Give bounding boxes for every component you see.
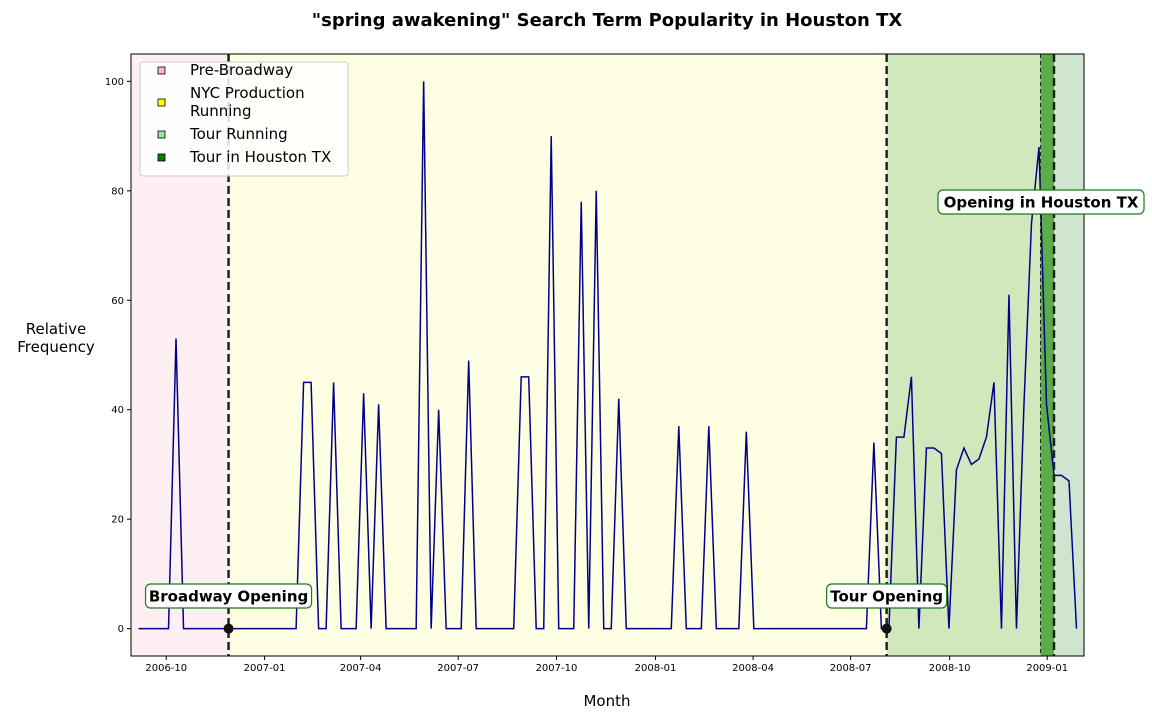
x-tick-label-2: 2007-04 bbox=[340, 663, 382, 674]
x-tick-label-4: 2007-10 bbox=[536, 663, 578, 674]
annotation-text-0: Broadway Opening bbox=[149, 588, 308, 606]
y-tick-label-1: 20 bbox=[111, 515, 124, 526]
y-tick-label-5: 100 bbox=[105, 77, 124, 88]
legend-label-0-0: Pre-Broadway bbox=[190, 61, 293, 79]
legend-label-1-1: Running bbox=[190, 102, 251, 120]
event-marker-1 bbox=[881, 623, 892, 634]
legend-label-1-0: NYC Production bbox=[190, 84, 305, 102]
x-tick-label-6: 2008-04 bbox=[732, 663, 774, 674]
annotation-text-1: Tour Opening bbox=[830, 588, 943, 606]
region-3 bbox=[1040, 54, 1054, 656]
annotation-2: Opening in Houston TX bbox=[937, 189, 1145, 215]
annotation-0: Broadway Opening bbox=[144, 583, 313, 609]
y-tick-label-4: 80 bbox=[111, 186, 124, 197]
y-tick-label-0: 0 bbox=[118, 624, 124, 635]
x-tick-label-3: 2007-07 bbox=[437, 663, 479, 674]
legend-swatch-1 bbox=[157, 98, 166, 107]
legend-label-2-0: Tour Running bbox=[189, 125, 288, 143]
legend-box bbox=[139, 61, 349, 177]
legend-swatch-3 bbox=[157, 153, 166, 162]
annotation-box-2 bbox=[937, 189, 1145, 215]
x-tick-label-5: 2008-01 bbox=[635, 663, 677, 674]
x-axis-label: Month bbox=[583, 692, 630, 710]
annotation-text-2: Opening in Houston TX bbox=[944, 194, 1139, 212]
annotation-box-1 bbox=[826, 583, 948, 609]
annotation-1: Tour Opening bbox=[826, 583, 948, 609]
y-tick-label-3: 60 bbox=[111, 296, 124, 307]
plot-frame bbox=[130, 53, 1085, 657]
region-tail bbox=[1053, 54, 1084, 656]
y-tick-label-2: 40 bbox=[111, 405, 124, 416]
y-axis-label-line-1: Frequency bbox=[17, 338, 95, 356]
legend-swatch-2 bbox=[157, 130, 166, 139]
x-tick-label-7: 2008-07 bbox=[830, 663, 872, 674]
chart-title: "spring awakening" Search Term Popularit… bbox=[312, 10, 903, 31]
legend-swatch-0 bbox=[157, 66, 166, 75]
y-axis-label-line-0: Relative bbox=[26, 320, 87, 338]
annotation-box-0 bbox=[144, 583, 313, 609]
x-tick-label-9: 2009-01 bbox=[1026, 663, 1068, 674]
x-tick-label-0: 2006-10 bbox=[145, 663, 187, 674]
legend-label-3-0: Tour in Houston TX bbox=[189, 148, 331, 166]
x-tick-label-8: 2008-10 bbox=[929, 663, 971, 674]
event-marker-0 bbox=[223, 623, 234, 634]
x-tick-label-1: 2007-01 bbox=[244, 663, 286, 674]
